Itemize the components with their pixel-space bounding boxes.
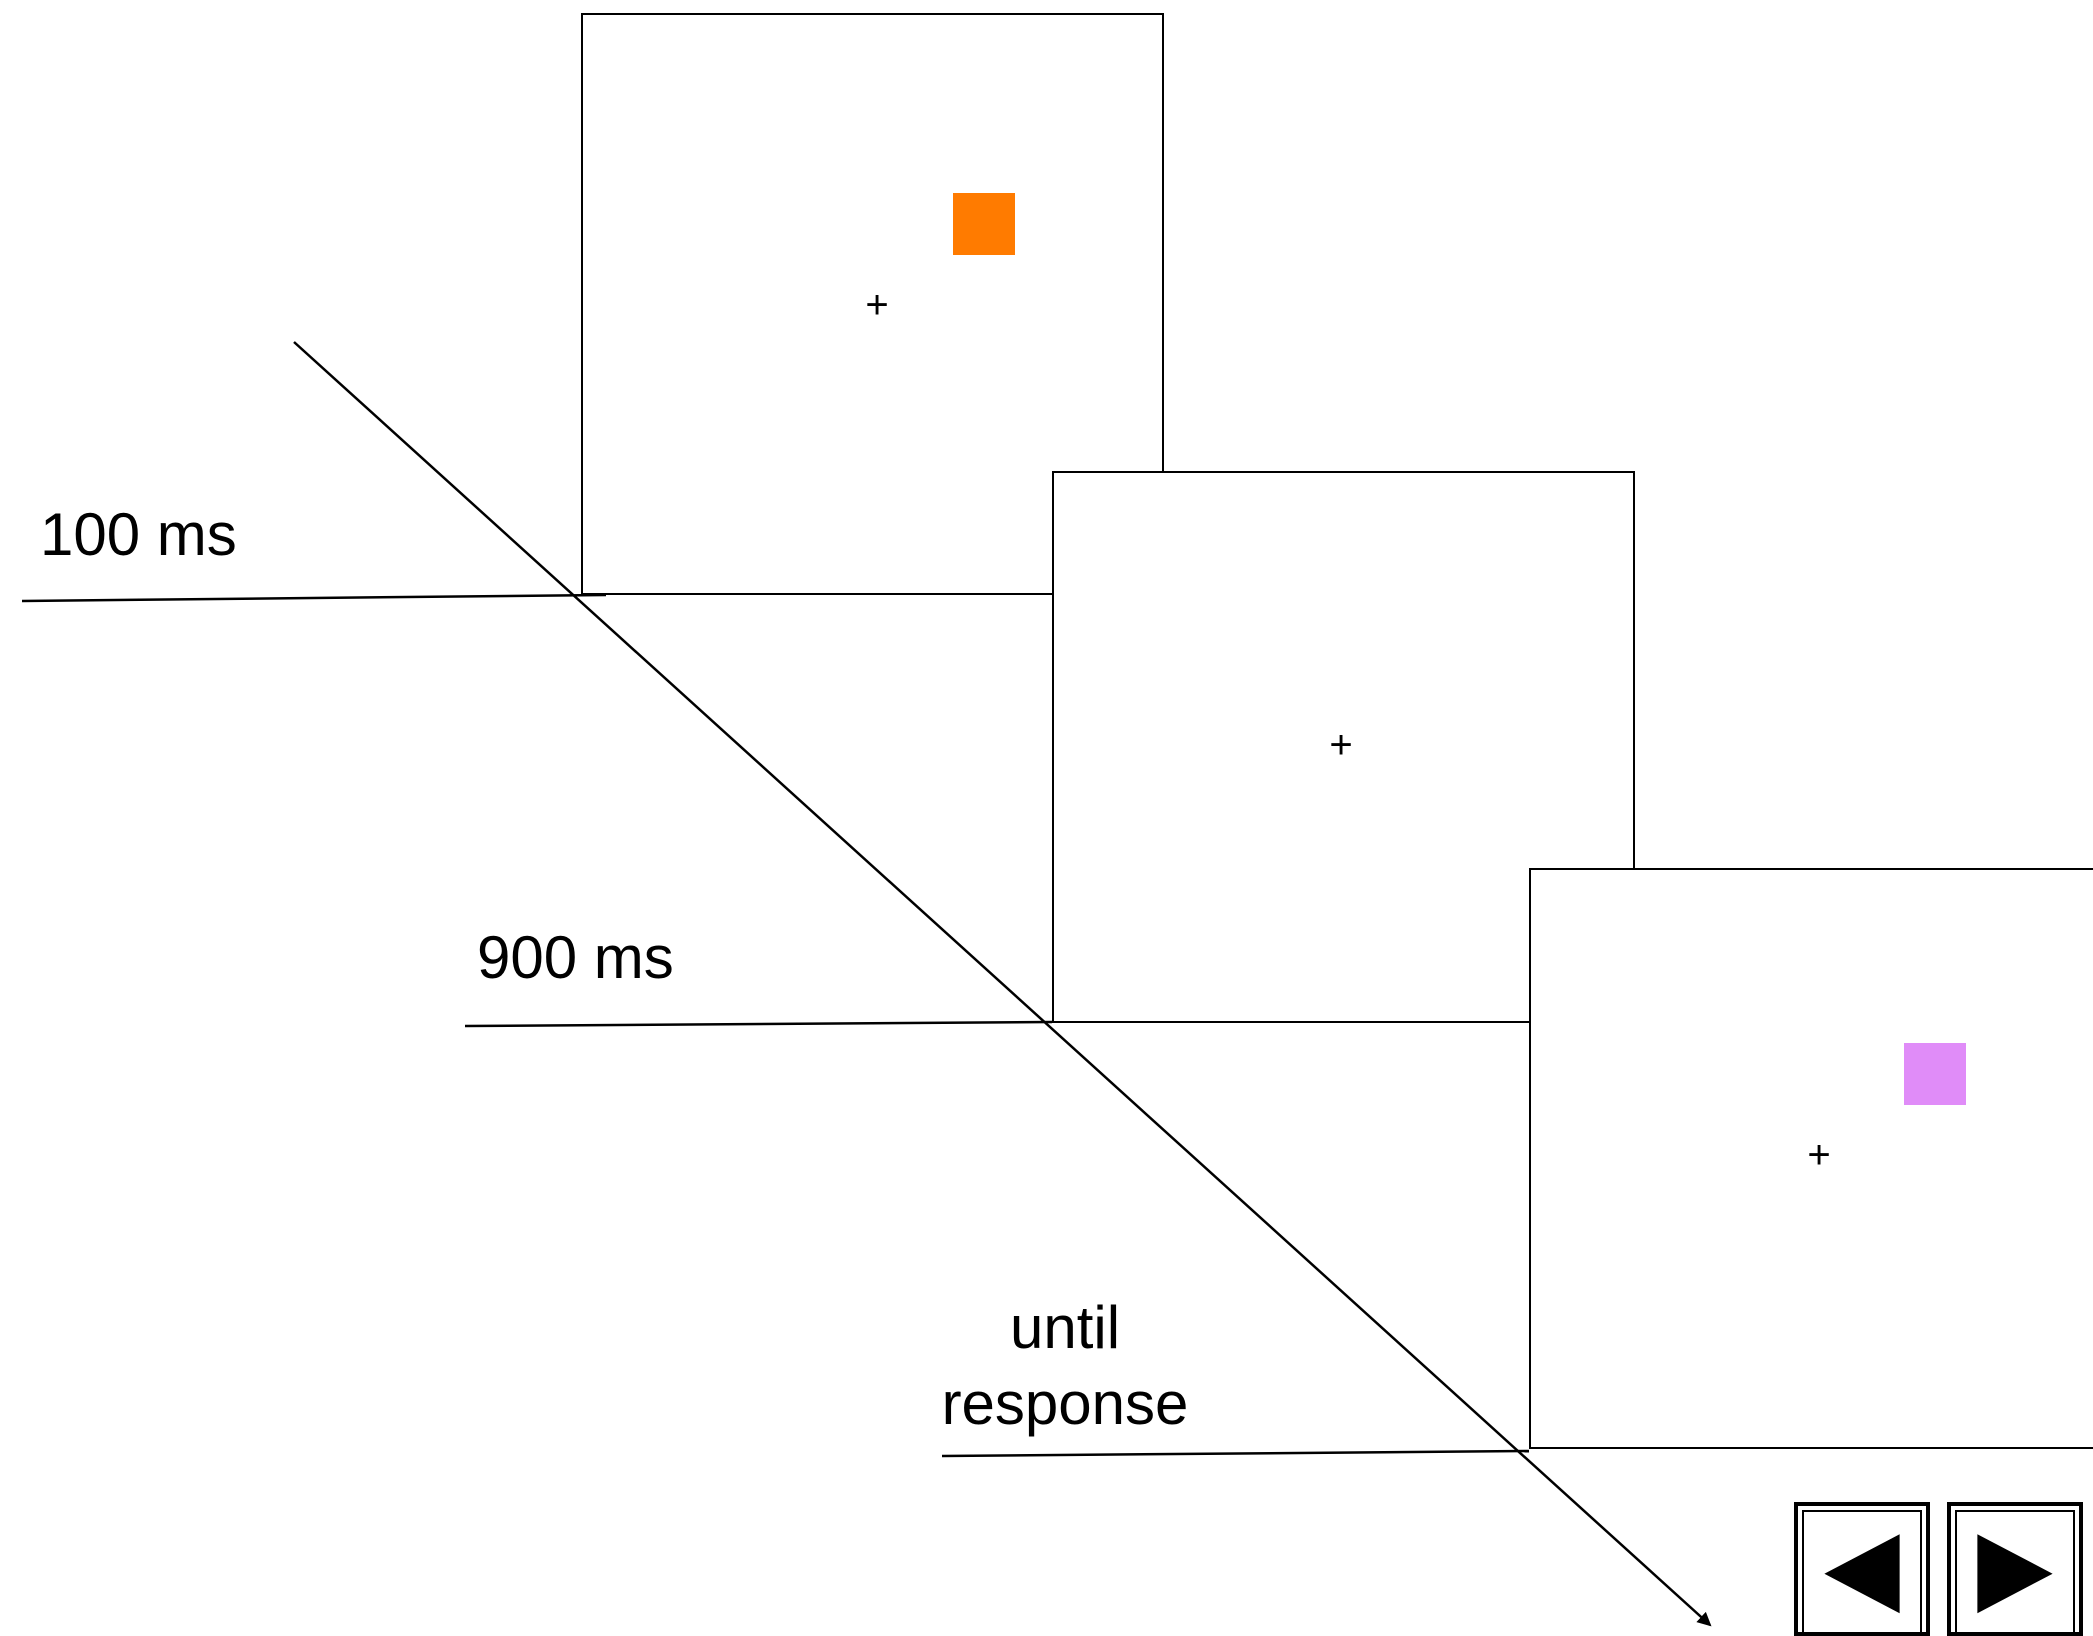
duration-label-900ms: 900 ms <box>477 924 674 991</box>
button-frame <box>1955 1510 2075 1632</box>
fixation-cross: + <box>1329 723 1353 767</box>
fixation-cross: + <box>865 283 889 327</box>
violet-square-stimulus <box>1904 1043 1966 1105</box>
orange-square-stimulus <box>953 193 1015 255</box>
next-slide-button[interactable] <box>1947 1502 2083 1636</box>
tick-line-100ms <box>21 593 607 603</box>
previous-slide-button[interactable] <box>1794 1502 1930 1636</box>
triangle-left-icon <box>1824 1534 1900 1614</box>
fixation-cross: + <box>1807 1133 1831 1177</box>
button-frame <box>1802 1510 1922 1632</box>
duration-label-100ms: 100 ms <box>40 501 237 568</box>
tick-line-900ms <box>464 1020 1053 1028</box>
duration-label-line-2: response <box>941 1370 1189 1437</box>
triangle-right-icon <box>1977 1534 2053 1614</box>
duration-label-until-response: until response <box>880 1290 1250 1442</box>
tick-line-response <box>941 1449 1530 1458</box>
display-screen-3: + <box>1529 868 2093 1449</box>
duration-label-line-1: until <box>1009 1294 1121 1361</box>
